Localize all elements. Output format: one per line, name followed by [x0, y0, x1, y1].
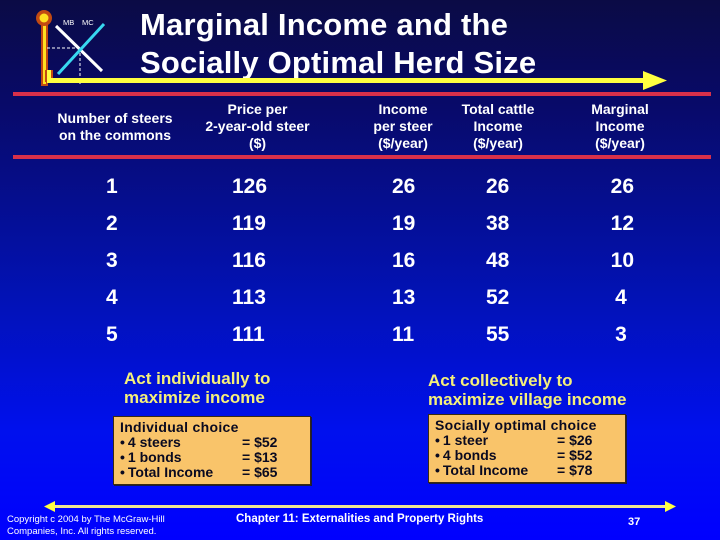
cell-marginal-income: 3	[615, 323, 627, 346]
chapter-title: Chapter 11: Externalities and Property R…	[236, 513, 484, 525]
footer-double-arrow-icon	[44, 501, 676, 512]
title-line-2: Socially Optimal Herd Size	[140, 45, 537, 80]
cell-price: 113	[232, 286, 266, 309]
choice-item: • Total Income = $78	[435, 462, 593, 478]
cell-steers: 4	[106, 286, 118, 309]
cell-total-income: 52	[486, 286, 510, 309]
copyright-notice: Copyright c 2004 by The McGraw-Hill Comp…	[7, 514, 165, 537]
header-bottom-rule	[13, 155, 711, 159]
cell-steers: 1	[106, 175, 118, 198]
cell-marginal-income: 10	[610, 249, 634, 272]
choice-item: • 1 bonds = $13	[120, 449, 278, 465]
individual-choice-title: Individual choice	[120, 419, 239, 435]
cell-steers: 3	[106, 249, 118, 272]
choice-item: • Total Income = $65	[120, 464, 278, 480]
cell-income-per-steer: 19	[392, 212, 416, 235]
header-marginal-income: Marginal Income ($/year)	[591, 101, 649, 151]
individual-heading: Act individually to maximize income	[124, 369, 271, 407]
cell-price: 111	[232, 323, 265, 346]
individual-choice-box: Individual choice • 4 steers = $52 • 1 bon…	[113, 416, 311, 485]
cell-marginal-income: 12	[610, 212, 634, 235]
cell-steers: 5	[106, 323, 118, 346]
choice-item: • 1 steer = $26	[435, 432, 593, 448]
choice-item: • 4 steers = $52	[120, 434, 278, 450]
cell-total-income: 26	[486, 175, 510, 198]
cell-income-per-steer: 26	[392, 175, 416, 198]
cell-total-income: 55	[486, 323, 510, 346]
header-price-per-steer: Price per 2-year-old steer ($)	[205, 101, 310, 151]
table-row: 3 116 16 48 10	[0, 249, 720, 273]
choice-item: • 4 bonds = $52	[435, 447, 593, 463]
mb-label: MB	[63, 18, 74, 27]
page-number: 37	[628, 516, 641, 528]
cell-price: 119	[232, 212, 266, 235]
header-top-rule	[13, 92, 711, 96]
cell-marginal-income: 4	[615, 286, 627, 309]
table-row: 2 119 19 38 12	[0, 212, 720, 236]
cell-price: 116	[232, 249, 266, 272]
cell-income-per-steer: 16	[392, 249, 416, 272]
header-total-cattle-income: Total cattle Income ($/year)	[461, 101, 535, 151]
socially-optimal-title: Socially optimal choice	[435, 417, 597, 433]
cell-total-income: 38	[486, 212, 510, 235]
header-income-per-steer: Income per steer ($/year)	[373, 101, 433, 151]
mb-mc-logo-icon: MB MC	[36, 10, 106, 86]
cell-income-per-steer: 13	[392, 286, 416, 309]
slide-title: Marginal Income and the Socially Optimal…	[140, 6, 580, 82]
cell-steers: 2	[106, 212, 118, 235]
socially-optimal-choice-box: Socially optimal choice • 1 steer = $26 •…	[428, 414, 626, 483]
header-number-of-steers: Number of steers on the commons	[57, 110, 173, 143]
table-row: 1 126 26 26 26	[0, 175, 720, 199]
table-row: 4 113 13 52 4	[0, 286, 720, 310]
cell-income-per-steer: 11	[392, 323, 415, 346]
title-arrow-icon	[45, 70, 667, 90]
table-row: 5 111 11 55 3	[0, 323, 720, 347]
cell-marginal-income: 26	[610, 175, 634, 198]
collective-heading: Act collectively to maximize village inc…	[428, 371, 627, 409]
title-line-1: Marginal Income and the	[140, 7, 509, 42]
mc-label: MC	[82, 18, 94, 27]
cell-total-income: 48	[486, 249, 510, 272]
cell-price: 126	[232, 175, 268, 198]
